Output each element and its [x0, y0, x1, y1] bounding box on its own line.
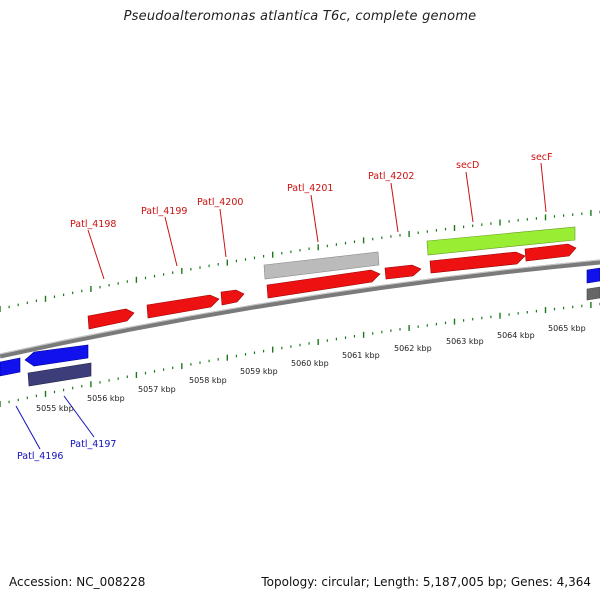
leader-patl-4201	[310, 194, 319, 243]
scale-label: 5063 kbp	[446, 337, 484, 346]
scale-label: 5064 kbp	[497, 331, 535, 340]
reverse-strand-features	[0, 344, 92, 387]
genome-backbone-highlight	[0, 259, 600, 355]
gene-label-patl-4201[interactable]: Patl_4201	[287, 183, 333, 194]
gene-label-patl-4200[interactable]: Patl_4200	[197, 197, 243, 208]
topology-text: Topology: circular; Length: 5,187,005 bp…	[261, 575, 591, 589]
leader-patl-4200	[219, 208, 227, 258]
gene-label-patl-4202[interactable]: Patl_4202	[368, 171, 414, 182]
forward-strand-features	[87, 226, 600, 330]
gene-label-patl-4198[interactable]: Patl_4198	[70, 219, 116, 230]
gene-labels: Patl_4198 Patl_4199 Patl_4200 Patl_4201 …	[17, 152, 552, 462]
scale-label: 5059 kbp	[240, 367, 278, 376]
gene-arrow-secf[interactable]	[524, 243, 577, 262]
scale-label: 5057 kbp	[138, 385, 176, 394]
leader-secf	[540, 162, 547, 213]
rna-feature-green[interactable]	[426, 226, 576, 256]
outer-tick-ring	[0, 209, 600, 312]
leader-patl-4196	[15, 405, 41, 450]
gene-arrow-patl-4200[interactable]	[220, 289, 245, 306]
map-title: Pseudoalteromonas atlantica T6c, complet…	[123, 9, 477, 24]
pseudo-feature-edge-right[interactable]	[586, 286, 600, 301]
gene-arrow-patl-4197[interactable]	[24, 344, 89, 367]
gene-label-patl-4196[interactable]: Patl_4196	[17, 451, 63, 462]
leader-patl-4198	[87, 229, 105, 280]
scale-label: 5060 kbp	[291, 359, 329, 368]
scale-label: 5056 kbp	[87, 394, 125, 403]
leader-patl-4197	[63, 395, 95, 438]
gene-label-secf[interactable]: secF	[531, 152, 552, 163]
scale-label: 5065 kbp	[548, 324, 586, 333]
gene-label-patl-4199[interactable]: Patl_4199	[141, 206, 187, 217]
leader-patl-4202	[390, 182, 399, 233]
scale-label: 5061 kbp	[342, 351, 380, 360]
gene-arrow-edge-right[interactable]	[586, 267, 600, 284]
pseudo-feature-grey[interactable]	[263, 251, 380, 280]
scale-label: 5055 kbp	[36, 404, 74, 413]
gene-label-patl-4197[interactable]: Patl_4197	[70, 439, 116, 450]
pseudo-feature-patl-4196[interactable]	[27, 362, 92, 387]
gene-arrow-patl-4201[interactable]	[266, 269, 381, 299]
scale-label: 5058 kbp	[189, 376, 227, 385]
gene-arrow-patl-4199[interactable]	[146, 294, 220, 319]
inner-tick-ring	[0, 302, 600, 407]
leader-secd	[465, 171, 474, 223]
genome-backbone	[0, 259, 600, 359]
scale-label: 5062 kbp	[394, 344, 432, 353]
scale-labels: 5055 kbp 5056 kbp 5057 kbp 5058 kbp 5059…	[36, 324, 586, 413]
gene-label-secd[interactable]: secD	[456, 160, 479, 171]
gene-arrow-secd[interactable]	[429, 251, 526, 274]
accession-text: Accession: NC_008228	[9, 575, 146, 589]
label-leaders	[15, 162, 547, 450]
gene-arrow-edge-left[interactable]	[0, 357, 21, 377]
gene-arrow-patl-4202[interactable]	[384, 264, 422, 280]
leader-patl-4199	[164, 216, 178, 267]
gene-arrow-patl-4198[interactable]	[87, 308, 135, 330]
